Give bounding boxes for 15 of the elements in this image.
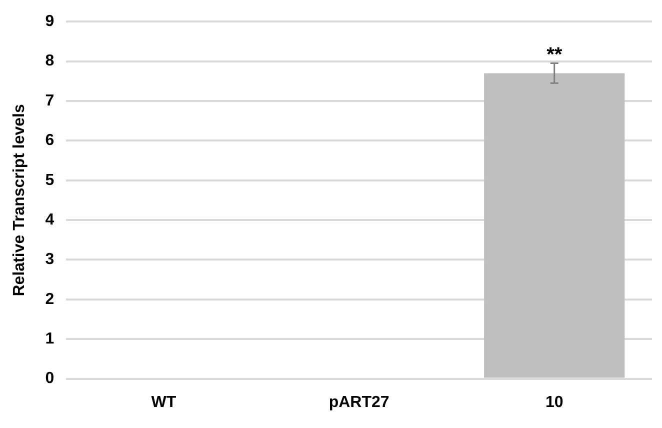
y-tick-label: 8 (45, 52, 54, 70)
y-tick-label: 7 (45, 92, 54, 110)
y-tick-label: 5 (45, 172, 54, 189)
x-tick-label: WT (151, 394, 176, 411)
y-tick-label: 6 (45, 132, 54, 150)
annotation: ** (546, 44, 562, 66)
y-tick-label: 2 (45, 290, 54, 308)
x-tick-label: pART27 (328, 394, 390, 411)
y-tick-label: 0 (45, 370, 54, 388)
y-tick-label: 3 (45, 251, 54, 268)
y-tick-label: 4 (45, 211, 54, 228)
y-axis-title: Relative Transcript levels (11, 104, 28, 296)
y-tick-label: 1 (45, 330, 54, 348)
x-tick-label: 10 (545, 394, 564, 411)
y-tick-label: 9 (45, 13, 54, 30)
